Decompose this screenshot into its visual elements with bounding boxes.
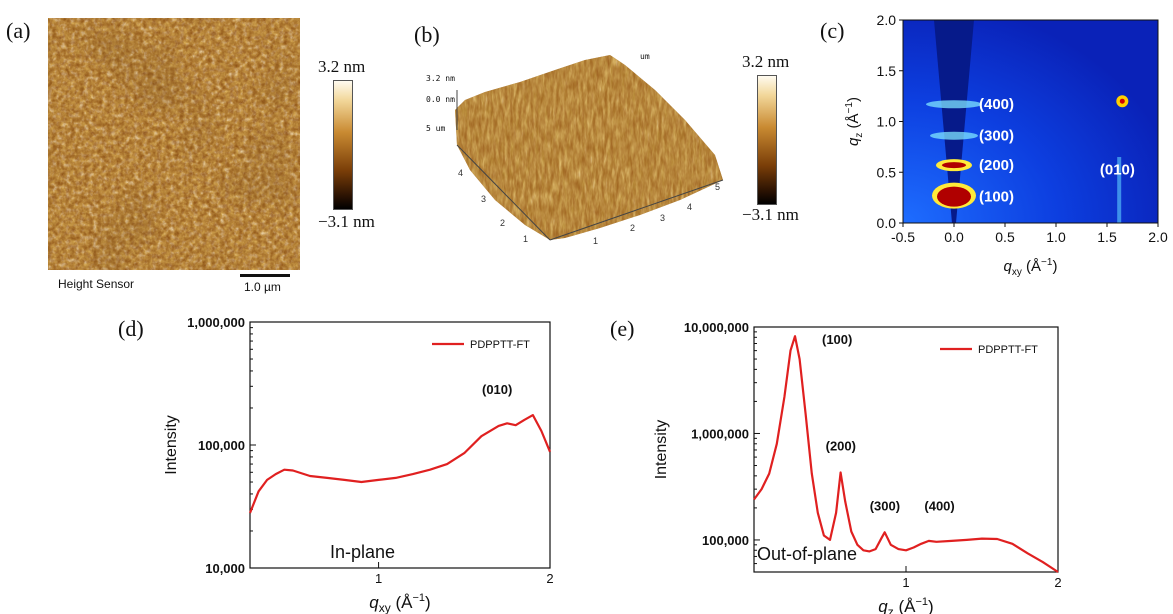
legend-label: PDPPTT-FT [978, 344, 1038, 356]
afm-height-image [48, 18, 300, 270]
y-tick-label: 1.5 [877, 63, 897, 79]
svg-text:1: 1 [523, 234, 528, 244]
peak-010-streak [1117, 157, 1122, 223]
x-tick-label: 2.0 [1148, 229, 1168, 245]
height-sensor-caption: Height Sensor [58, 277, 135, 291]
afm-3d-surface: 4 3 2 1 1 2 3 4 5 [425, 30, 725, 260]
peak-label-010: (010) [482, 382, 512, 397]
z-axis-label-bottom: 5 um [426, 124, 446, 133]
missing-wedge [934, 20, 974, 223]
y-tick-label: 10,000,000 [684, 320, 749, 335]
um-tag: um [640, 52, 650, 61]
peak-label: (010) [1100, 161, 1135, 178]
y-tick-label: 0.0 [877, 215, 897, 231]
y-tick-label: 10,000 [205, 561, 245, 576]
x-tick-label: 2 [1054, 575, 1061, 590]
x-tick-label: 1 [375, 571, 382, 586]
y-axis-label: qz (Å−1) [844, 97, 865, 146]
z-axis-label-mid: 0.0 nm [426, 95, 455, 104]
svg-text:3: 3 [481, 194, 486, 204]
y-axis-label: Intensity [163, 415, 180, 475]
out-of-plane-annotation: Out-of-plane [757, 544, 857, 564]
x-tick-label: 0.0 [944, 229, 964, 245]
colorbar-a-max: 3.2 nm [318, 57, 366, 76]
y-tick-label: 100,000 [198, 438, 245, 453]
giwaxs-2d-pattern: (400)(300)(200)(100)(010)-0.5 0.0 0.5 1.0 1.… [844, 12, 1168, 278]
x-tick-label: 0.5 [995, 229, 1015, 245]
colorbar-b [757, 75, 777, 205]
svg-text:4: 4 [687, 202, 692, 212]
panel-b-label: (b) [414, 22, 440, 47]
ring-arc [926, 100, 982, 109]
scale-bar-label: 1.0 µm [244, 280, 281, 294]
y-tick-label: 0.5 [877, 164, 897, 180]
svg-text:3: 3 [660, 213, 665, 223]
y-tick-label: 2.0 [877, 12, 897, 28]
ring-arc [930, 131, 978, 140]
y-axis-label: Intensity [653, 420, 670, 480]
in-plane-profile-chart: 10,000 100,000 1,000,000 1 2 PDPPTT-FT Intensi… [163, 315, 554, 614]
x-tick-label: 2 [546, 571, 553, 586]
series-line [248, 414, 552, 514]
peak-label: (100) [979, 189, 1014, 206]
y-tick-label: 100,000 [702, 533, 749, 548]
x-axis-label: qz (Å−1) [878, 596, 933, 614]
scale-bar [240, 274, 290, 277]
in-plane-annotation: In-plane [330, 542, 395, 562]
peak-200-core [942, 162, 966, 169]
peak-label-400: (400) [924, 498, 954, 513]
bright-spot-core [1119, 98, 1125, 104]
x-tick-label: -0.5 [891, 229, 915, 245]
legend-label: PDPPTT-FT [470, 339, 530, 351]
x-axis-label: qxy (Å−1) [1004, 257, 1058, 278]
peak-label-100: (100) [822, 332, 852, 347]
x-tick-label: 1.0 [1046, 229, 1066, 245]
svg-text:4: 4 [458, 168, 463, 178]
peak-label: (200) [979, 157, 1014, 174]
x-axis-label: qxy (Å−1) [369, 592, 430, 614]
svg-text:5: 5 [715, 182, 720, 192]
y-tick-label: 1,000,000 [691, 426, 749, 441]
colorbar-b-max: 3.2 nm [742, 52, 790, 71]
panel-c-label: (c) [820, 18, 845, 43]
y-tick-label: 1.0 [877, 114, 897, 130]
svg-text:2: 2 [500, 218, 505, 228]
panel-e-label: (e) [610, 316, 635, 341]
y-tick-label: 1,000,000 [187, 315, 245, 330]
peak-label-200: (200) [826, 439, 856, 454]
svg-text:2: 2 [630, 223, 635, 233]
x-tick-label: 1 [902, 575, 909, 590]
plot-frame [249, 321, 551, 569]
x-tick-label: 1.5 [1097, 229, 1117, 245]
panel-a-label: (a) [6, 18, 31, 43]
panel-d-label: (d) [118, 316, 144, 341]
colorbar-a [333, 80, 353, 210]
colorbar-b-min: −3.1 nm [742, 205, 799, 224]
series-line [753, 335, 1059, 573]
z-axis-label-top: 3.2 nm [426, 74, 455, 83]
peak-label: (400) [979, 96, 1014, 113]
peak-label: (300) [979, 128, 1014, 145]
svg-text:1: 1 [593, 236, 598, 246]
out-of-plane-profile-chart: 100,000 1,000,000 10,000,000 1 2 PDPPTT-FT Int… [653, 320, 1062, 614]
colorbar-a-min: −3.1 nm [318, 212, 375, 231]
peak-100-core [937, 186, 971, 207]
peak-label-300: (300) [870, 498, 900, 513]
